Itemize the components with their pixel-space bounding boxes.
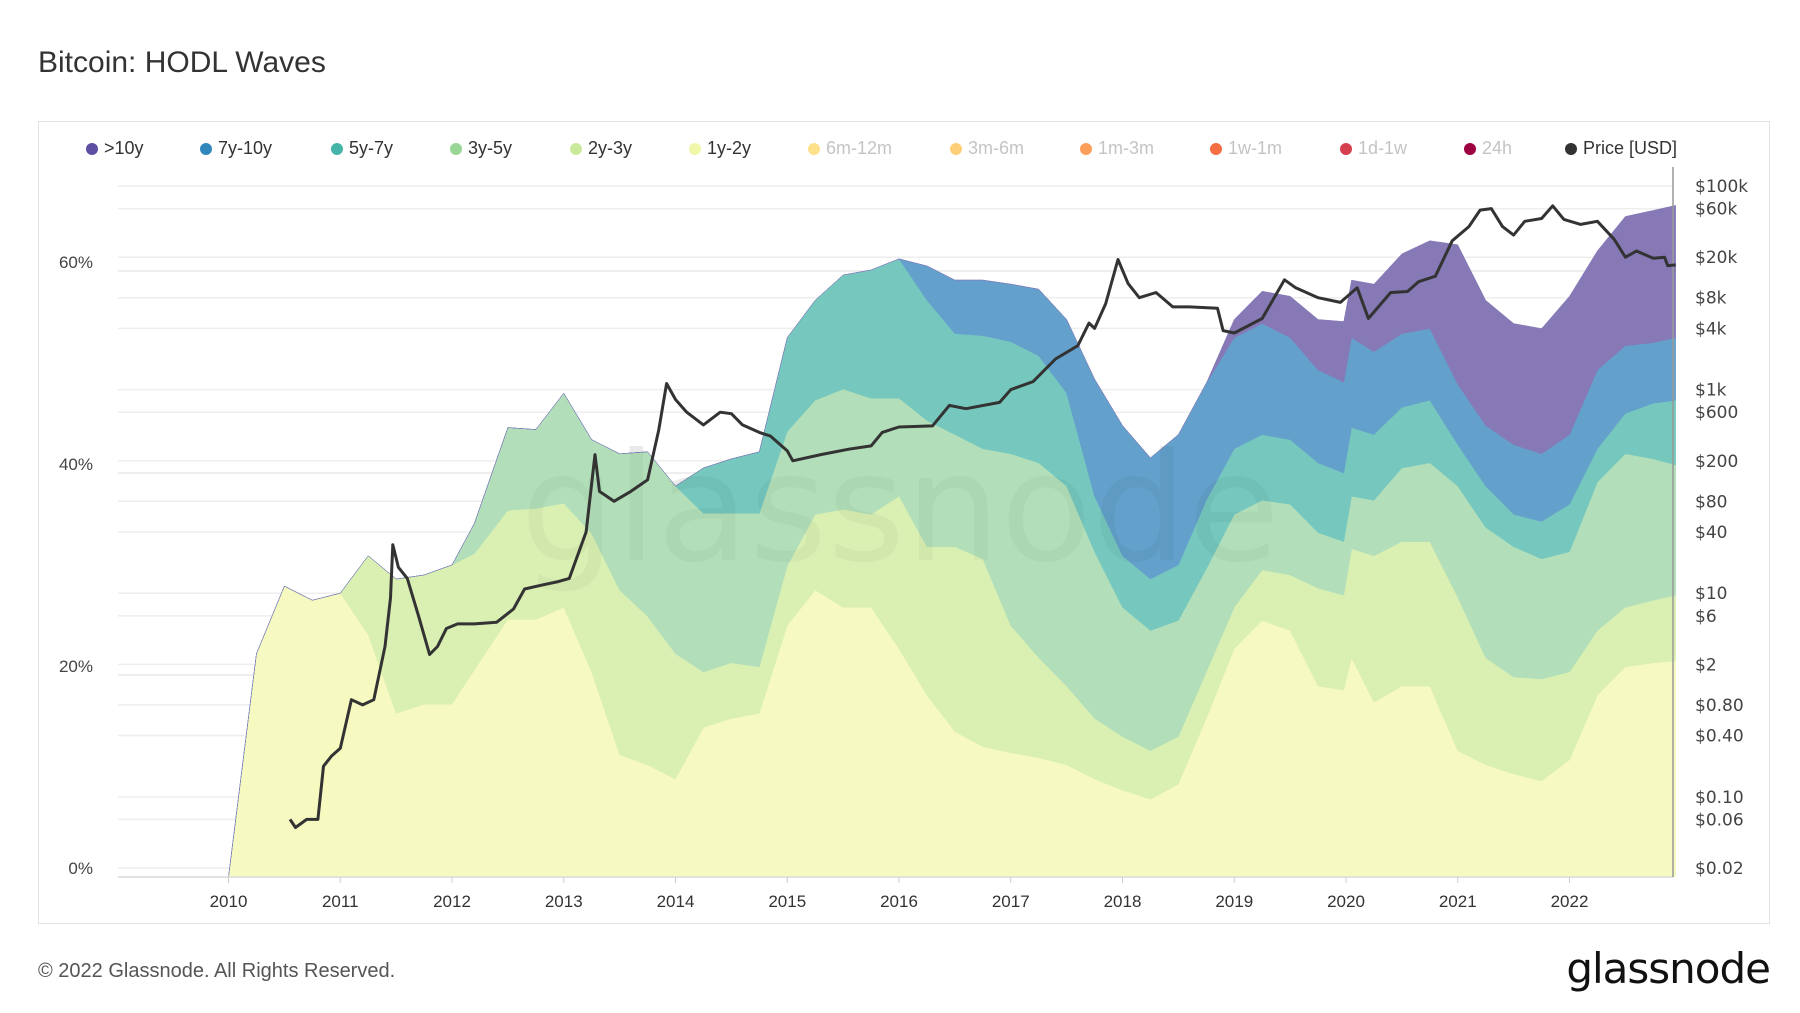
- x-tick-label: 2017: [992, 892, 1030, 911]
- y-left-tick-label: 40%: [59, 455, 93, 474]
- legend-dot-icon: [689, 142, 701, 155]
- legend-item-24h[interactable]: 24h: [1464, 138, 1512, 159]
- y-right-tick-label: $1k: [1695, 381, 1727, 401]
- y-left-tick-label: 20%: [59, 657, 93, 676]
- y-right-tick-label: $4k: [1695, 319, 1727, 339]
- chart-frame: [38, 121, 1770, 924]
- legend-item-6m-12m[interactable]: 6m-12m: [808, 138, 892, 159]
- legend-label: 1y-2y: [707, 138, 752, 158]
- legend-dot-icon: [1565, 142, 1577, 155]
- x-tick-label: 2021: [1439, 892, 1477, 911]
- y-left-tick-label: 60%: [59, 253, 93, 272]
- x-tick-label: 2015: [768, 892, 806, 911]
- x-tick-label: 2014: [657, 892, 695, 911]
- legend-dot-icon: [450, 142, 462, 155]
- y-right-tick-label: $600: [1695, 403, 1738, 423]
- y-right-tick-label: $2: [1695, 655, 1717, 675]
- copyright-footer: © 2022 Glassnode. All Rights Reserved.: [38, 960, 396, 982]
- legend-label: 1d-1w: [1358, 138, 1408, 158]
- y-right-tick-label: $0.10: [1695, 788, 1744, 808]
- x-tick-label: 2022: [1551, 892, 1589, 911]
- legend-item-1w-1m[interactable]: 1w-1m: [1210, 138, 1282, 159]
- y-right-tick-label: $6: [1695, 607, 1717, 627]
- y-right-tick-label: $0.80: [1695, 696, 1744, 716]
- legend-label: 5y-7y: [349, 138, 394, 158]
- glassnode-logo[interactable]: glassnode: [1566, 944, 1771, 993]
- y-right-tick-label: $100k: [1695, 177, 1748, 197]
- legend-dot-icon: [570, 142, 582, 155]
- legend-item-5y-7y[interactable]: 5y-7y: [331, 138, 393, 159]
- y-right-tick-label: $10: [1695, 584, 1727, 604]
- watermark-overlay: glassnode: [520, 422, 1279, 596]
- y-right-tick-label: $60k: [1695, 200, 1737, 220]
- x-tick-label: 2012: [433, 892, 471, 911]
- legend-label: >10y: [104, 138, 144, 158]
- x-tick-label: 2016: [880, 892, 918, 911]
- legend-item-1m-3m[interactable]: 1m-3m: [1080, 138, 1154, 159]
- legend-dot-icon: [950, 142, 962, 155]
- x-tick-label: 2020: [1327, 892, 1365, 911]
- legend-item-price-usd[interactable]: Price [USD]: [1565, 138, 1677, 159]
- price-line: [288, 204, 1676, 829]
- y-left-tick-label: 0%: [68, 859, 93, 878]
- legend-label: Price [USD]: [1583, 138, 1678, 158]
- legend-label: 2y-3y: [588, 138, 633, 158]
- x-tick-label: 2011: [322, 892, 359, 911]
- legend-label: 6m-12m: [826, 138, 893, 158]
- x-tick-label: 2013: [545, 892, 583, 911]
- legend-dot-icon: [1210, 142, 1222, 155]
- legend-item-1y-2y[interactable]: 1y-2y: [689, 138, 751, 159]
- legend-item-10y[interactable]: >10y: [86, 138, 144, 159]
- y-right-tick-label: $200: [1695, 452, 1738, 472]
- legend-label: 1w-1m: [1228, 138, 1283, 158]
- y-right-tick-label: $20k: [1695, 248, 1737, 268]
- legend-label: 3m-6m: [968, 138, 1025, 158]
- legend-item-2y-3y[interactable]: 2y-3y: [570, 138, 632, 159]
- y-right-tick-label: $80: [1695, 492, 1727, 512]
- y-right-tick-label: $0.02: [1695, 859, 1744, 879]
- legend-dot-icon: [331, 142, 343, 155]
- area-gt10y: [228, 205, 1676, 878]
- legend-item-3y-5y[interactable]: 3y-5y: [450, 138, 512, 159]
- legend: >10y 7y-10y 5y-7y 3y-5y 2y-3y 1y-2y 6m-12m 3m-6…: [0, 138, 1800, 162]
- legend-label: 3y-5y: [468, 138, 513, 158]
- legend-dot-icon: [86, 142, 98, 155]
- y-right-tick-label: $0.06: [1695, 810, 1744, 830]
- x-tick-label: 2010: [210, 892, 248, 911]
- y-right-tick-label: $0.40: [1695, 727, 1744, 747]
- legend-dot-icon: [1464, 142, 1476, 155]
- chart-title: Bitcoin: HODL Waves: [38, 46, 326, 79]
- legend-item-3m-6m[interactable]: 3m-6m: [950, 138, 1024, 159]
- legend-dot-icon: [1080, 142, 1092, 155]
- y-right-tick-label: $40: [1695, 523, 1727, 543]
- x-tick-label: 2019: [1215, 892, 1253, 911]
- legend-label: 1m-3m: [1098, 138, 1155, 158]
- legend-dot-icon: [808, 142, 820, 155]
- legend-dot-icon: [1340, 142, 1352, 155]
- legend-item-1d-1w[interactable]: 1d-1w: [1340, 138, 1407, 159]
- legend-label: 24h: [1482, 138, 1513, 158]
- y-right-tick-label: $8k: [1695, 289, 1727, 309]
- legend-item-7y-10y[interactable]: 7y-10y: [200, 138, 272, 159]
- x-tick-label: 2018: [1104, 892, 1142, 911]
- legend-dot-icon: [200, 142, 212, 155]
- legend-label: 7y-10y: [218, 138, 273, 158]
